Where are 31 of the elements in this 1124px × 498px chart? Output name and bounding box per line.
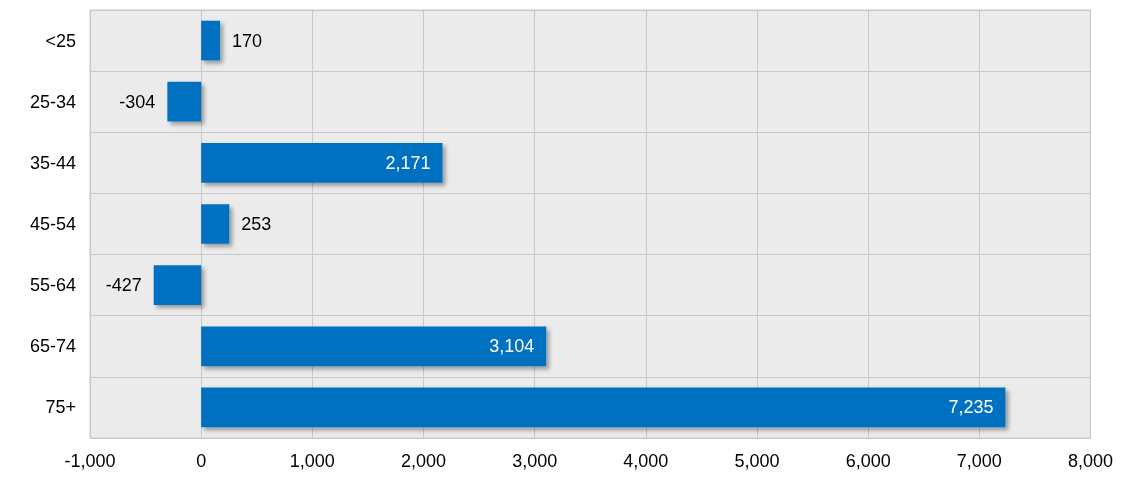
bar [167, 81, 202, 122]
data-label: -427 [105, 275, 142, 296]
x-tick-label: 8,000 [1067, 451, 1113, 471]
x-tick-label: 0 [196, 451, 207, 471]
bar [201, 142, 443, 183]
bar [153, 265, 202, 306]
y-tick-label: 55-64 [29, 275, 76, 296]
y-tick-label: 35-44 [29, 152, 76, 173]
data-label: 2,171 [385, 152, 431, 173]
x-tick-label: 3,000 [512, 451, 558, 471]
x-tick-label: 7,000 [956, 451, 1002, 471]
x-tick-label: -1,000 [64, 451, 116, 471]
y-tick-label: 45-54 [29, 214, 76, 234]
data-label: -304 [119, 91, 156, 112]
x-tick-label: 6,000 [845, 451, 891, 471]
data-label: 3,104 [489, 336, 535, 357]
bar [201, 204, 230, 244]
x-tick-label: 4,000 [623, 451, 669, 471]
y-tick-label: 75+ [45, 397, 76, 418]
y-tick-label: 65-74 [29, 336, 76, 357]
data-label: 7,235 [948, 397, 994, 418]
data-label: 170 [232, 30, 263, 51]
x-tick-label: 1,000 [289, 451, 335, 471]
y-tick-label: 25-34 [29, 91, 76, 112]
data-label: 253 [241, 214, 272, 234]
bar [201, 20, 221, 61]
y-tick-label: <25 [45, 30, 76, 51]
x-tick-label: 2,000 [400, 451, 447, 471]
bar [201, 326, 547, 367]
bar [201, 387, 1006, 428]
x-tick-label: 5,000 [734, 451, 780, 471]
